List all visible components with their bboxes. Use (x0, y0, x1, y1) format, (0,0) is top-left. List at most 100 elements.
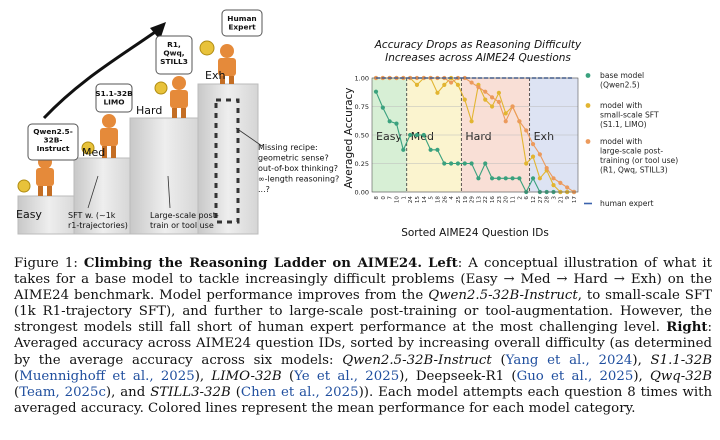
series-sft-point (496, 90, 501, 95)
series-sft-point (442, 82, 447, 87)
legend-label-line: human expert (600, 199, 654, 208)
bubble-easy-text: Qwen2.5-32B-Instruct (33, 127, 73, 153)
x-tick-label: 0 (381, 196, 387, 200)
x-tick-label: 17 (572, 196, 578, 204)
series-sft-point (530, 154, 536, 159)
legend-swatch (585, 103, 591, 108)
series-sft-point (503, 111, 508, 116)
citation-chen[interactable]: Chen et al., 2025 (240, 384, 359, 400)
legend-label-line: (S1.1, LIMO) (600, 120, 647, 129)
robot-hard-icon (170, 76, 188, 118)
x-tick-label: 14 (422, 196, 428, 204)
chart-title-line: Increases across AIME24 Questions (385, 52, 571, 64)
legend-label-line: model with (600, 137, 642, 146)
bubble-expert-line: Expert (228, 23, 256, 32)
citation-ye[interactable]: Ye et al., 2025 (294, 368, 400, 384)
bubble-easy-line: 32B- (44, 136, 63, 145)
x-axis-label: Sorted AIME24 Question IDs (401, 227, 549, 239)
y-tick-label: 0.00 (355, 188, 369, 196)
chart-title: Accuracy Drops as Reasoning DifficultyIn… (374, 39, 582, 64)
citation-team[interactable]: Team, 2025c (19, 384, 106, 400)
x-tick-label: 20 (504, 196, 510, 204)
series-base-point (503, 176, 508, 181)
step-hard-block (129, 117, 201, 235)
series-base-point (476, 176, 481, 181)
arrow-head-icon (150, 22, 166, 40)
series-post-point (469, 80, 474, 85)
annotation-missing-line: geometric sense? (258, 154, 329, 163)
series-sft-point (462, 97, 467, 102)
caption-model-6: STILL3-32B (150, 384, 231, 400)
series-post-point (496, 99, 501, 105)
series-base-point (469, 161, 474, 166)
pointer-missing (235, 127, 263, 147)
annotation-post-line: train or tool use (150, 221, 214, 230)
caption-part4: Each model attempts each question 8 time… (14, 384, 713, 416)
x-tick-label: 8 (374, 196, 380, 200)
x-tick-label: 1 (401, 196, 407, 200)
legend-label-line: training (or tool use) (600, 156, 678, 165)
pointer-post (167, 175, 171, 209)
bubble-hard-line: STILL3 (160, 57, 188, 66)
caption-model-5: Qwq-32B (650, 368, 712, 384)
series-base-point (428, 147, 433, 152)
x-tick-label: 21 (558, 196, 564, 204)
bubble-hard (155, 35, 193, 75)
progress-arrow (42, 28, 159, 120)
x-tick-label: 6 (524, 196, 530, 200)
coin-med-icon (81, 141, 95, 155)
series-sft-point (524, 161, 529, 166)
legend-label-line: base model (600, 71, 644, 80)
caption-part1: : A conceptual illustration of what it t… (14, 256, 712, 304)
robot-easy-icon (36, 155, 54, 196)
series-base-point (442, 161, 447, 166)
annotation-sft: SFT w. (~1k r1-trajectories) (68, 211, 128, 230)
bubble-med (95, 83, 133, 113)
legend-label-line: model with (600, 101, 642, 110)
x-tick-label: 12 (531, 196, 537, 203)
series-post-point (530, 142, 536, 147)
citation-guo[interactable]: Guo et al., 2025 (516, 368, 634, 384)
x-tick-label: 28 (545, 196, 551, 204)
level-med-label: Med (82, 146, 105, 159)
caption-left: Left (428, 256, 458, 271)
bubble-expert-text: Human Expert (227, 14, 256, 32)
pointer-sft (87, 175, 99, 209)
annotation-missing-line: Missing recipe: (258, 143, 318, 152)
series-sft-point (483, 97, 488, 102)
series-sft-point (489, 104, 495, 109)
series-sft-point (537, 176, 542, 181)
series-base-point (530, 176, 536, 181)
series-base-point (394, 121, 399, 126)
series-base-point (380, 105, 385, 110)
citation-muennighoff[interactable]: Muennighoff et al., 2025 (19, 368, 195, 384)
bubble-med-text: S1.1-32B LIMO (95, 89, 133, 107)
series-base-point (496, 176, 501, 181)
x-tick-label: 3 (552, 196, 558, 200)
bubble-easy-line: Qwen2.5- (33, 127, 73, 136)
y-tick-label: 0.25 (355, 160, 369, 168)
citation-yang[interactable]: Yang et al., 2024 (505, 352, 633, 368)
legend-label-line: large-scale post- (600, 147, 663, 156)
annotation-missing: Missing recipe: geometric sense? out-of-bo… (258, 143, 339, 194)
bubble-expert (221, 9, 263, 37)
step-exh-block (197, 83, 259, 235)
x-tick-label: 16 (490, 196, 496, 204)
chart-title-line: Accuracy Drops as Reasoning Difficulty (374, 39, 582, 51)
y-axis-label: Averaged Accuracy (343, 87, 355, 188)
bubble-med-line: S1.1-32B (95, 89, 133, 98)
plot-frame (371, 77, 579, 193)
x-tick-label: 22 (483, 196, 489, 203)
step-easy-block (17, 195, 81, 235)
bubble-expert-line: Human (227, 14, 256, 23)
series-post-point (503, 119, 508, 124)
bubble-hard-line: R1, (167, 40, 181, 49)
series-post-point (449, 80, 454, 85)
annotation-sft-line: r1-trajectories) (68, 221, 128, 230)
x-tick-label: 10 (394, 196, 400, 204)
series-sft-point (414, 82, 420, 87)
coin-easy-icon (17, 179, 31, 193)
series-base-point (421, 132, 426, 138)
coin-expert-icon (199, 40, 215, 56)
series-base-point (387, 119, 392, 124)
